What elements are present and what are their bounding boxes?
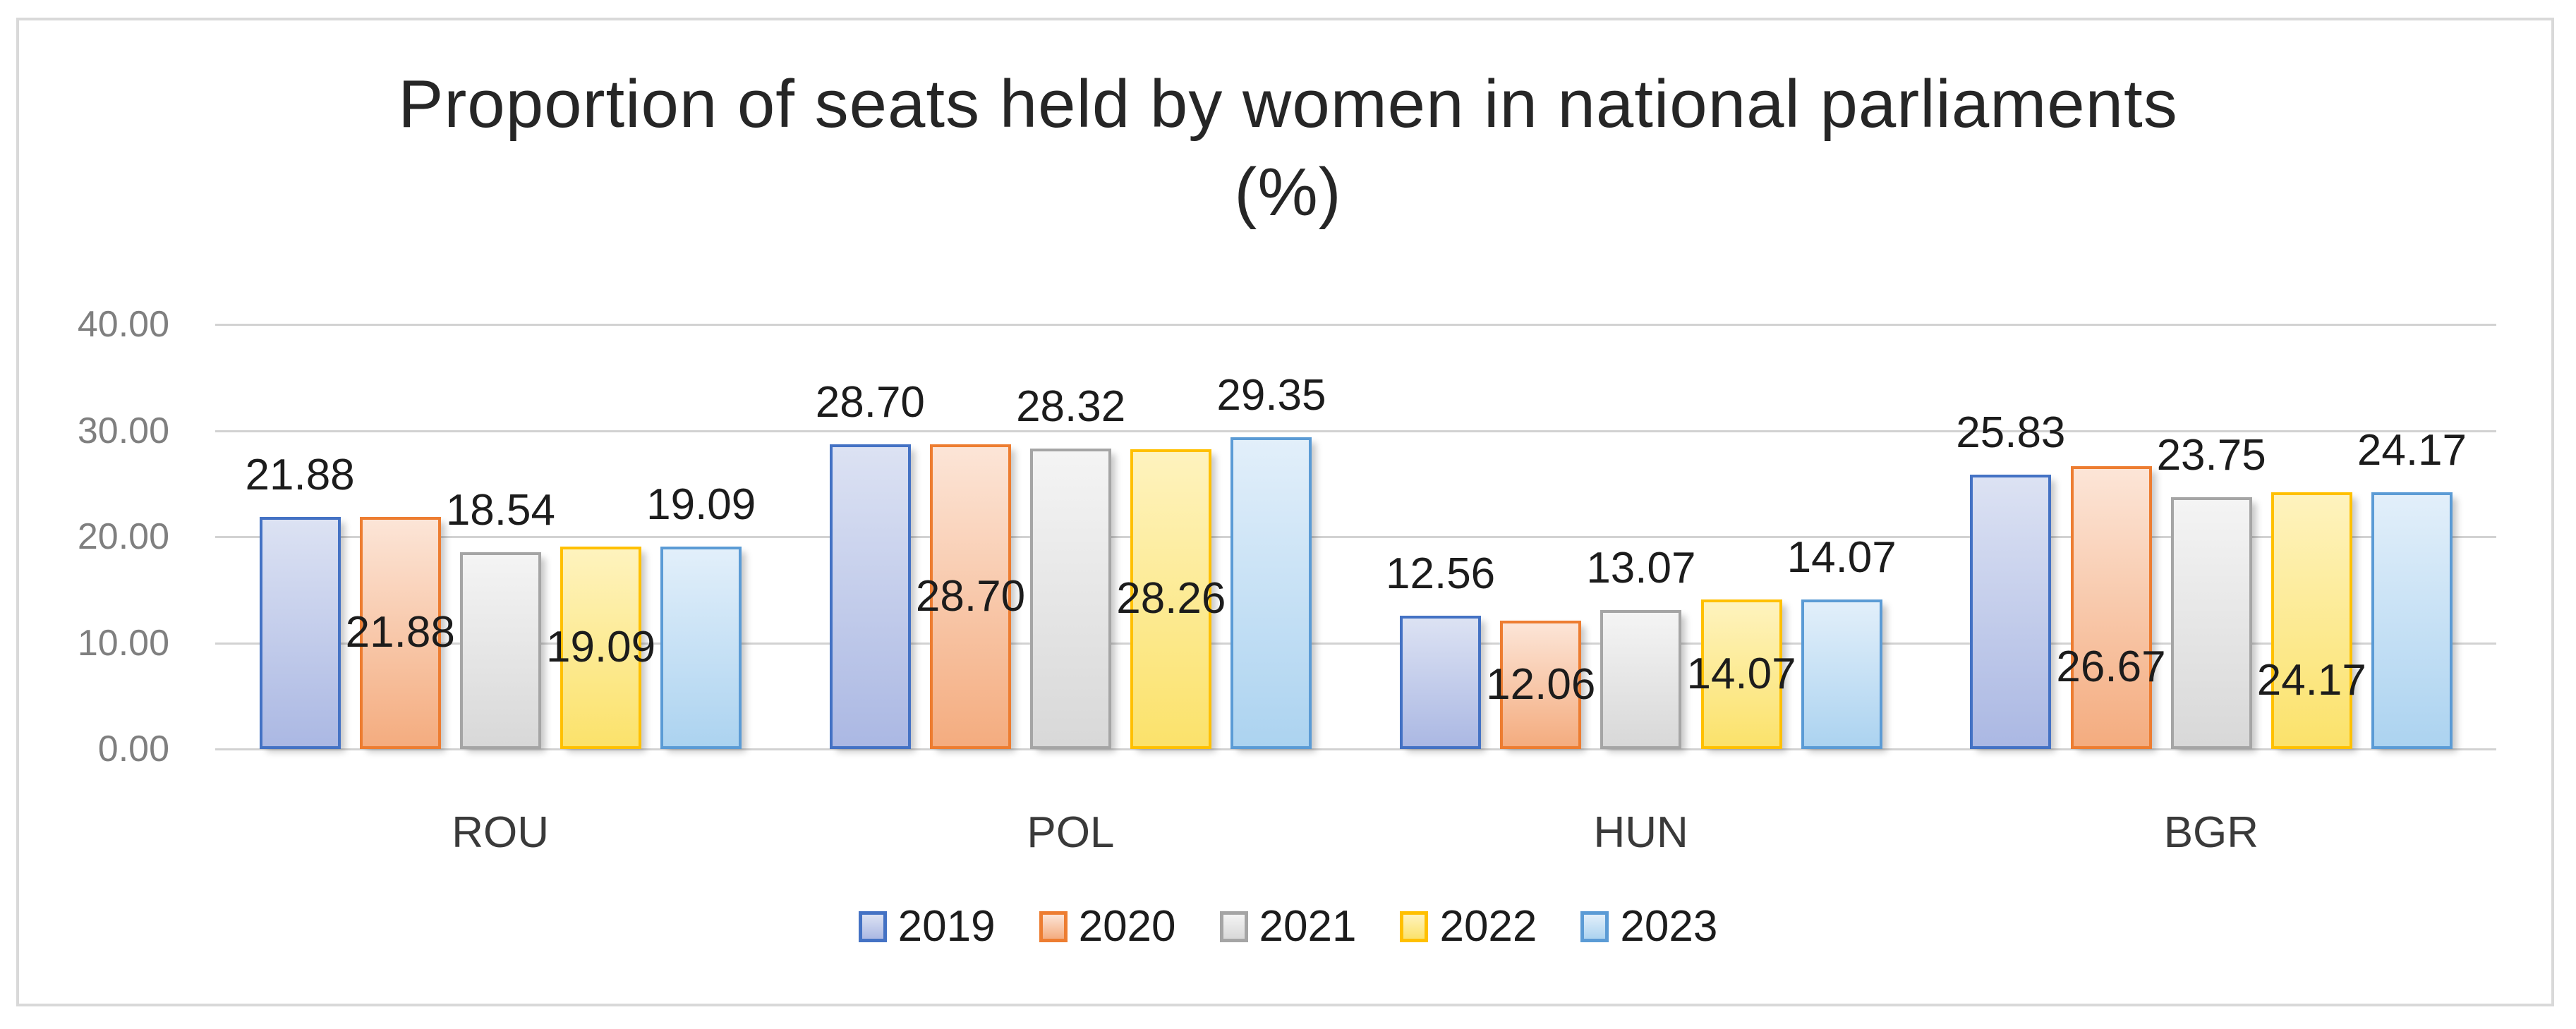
data-label-HUN-2023: 14.07 [1786, 533, 1897, 583]
legend-marker-2022-icon [1400, 911, 1429, 942]
legend-marker-2021-icon [1219, 911, 1248, 942]
legend-label-2020: 2020 [1078, 902, 1176, 951]
bar-POL-2023 [1230, 437, 1312, 749]
bar-HUN-2020 [1500, 621, 1582, 749]
gridline [215, 642, 2496, 645]
data-label-BGR-2019: 25.83 [1956, 408, 2066, 458]
legend-item-2019: 2019 [858, 902, 996, 951]
bar-POL-2019 [829, 444, 911, 749]
bar-BGR-2023 [2371, 492, 2453, 749]
legend-marker-2019-icon [858, 911, 887, 942]
data-label-BGR-2023: 24.17 [2357, 426, 2467, 475]
legend-item-2022: 2022 [1400, 905, 1537, 949]
y-axis-tick-label: 30.00 [77, 410, 169, 451]
legend-marker-2023-icon [1580, 911, 1609, 942]
bar-ROU-2019 [259, 516, 341, 749]
legend-label-2022: 2022 [1439, 902, 1537, 951]
bar-BGR-2021 [2170, 497, 2252, 749]
bar-BGR-2019 [1970, 475, 2052, 749]
chart-title: Proportion of seats held by women in nat… [0, 60, 2576, 236]
data-label-HUN-2019: 12.56 [1386, 549, 1496, 598]
data-label-ROU-2021: 18.54 [445, 485, 555, 535]
data-label-POL-2020: 28.70 [915, 572, 1026, 621]
bar-BGR-2022 [2270, 492, 2352, 749]
legend-marker-2020-icon [1039, 911, 1068, 942]
gridline [215, 430, 2496, 432]
data-label-ROU-2022: 19.09 [545, 623, 656, 672]
bar-ROU-2021 [459, 552, 541, 749]
data-label-HUN-2022: 14.07 [1686, 650, 1796, 699]
category-label-BGR: BGR [2163, 808, 2259, 857]
legend-item-2023: 2023 [1580, 905, 1717, 949]
data-label-HUN-2021: 13.07 [1586, 544, 1696, 593]
bar-HUN-2019 [1400, 615, 1482, 749]
legend-item-2020: 2020 [1039, 905, 1176, 949]
legend-label-2019: 2019 [897, 902, 996, 951]
gridline [215, 748, 2496, 750]
bar-HUN-2022 [1700, 599, 1782, 749]
chart-title-line1: Proportion of seats held by women in nat… [398, 66, 2178, 142]
bar-POL-2020 [930, 444, 1011, 749]
bar-ROU-2022 [560, 546, 642, 749]
data-label-BGR-2020: 26.67 [2056, 643, 2166, 692]
y-axis-tick-label: 20.00 [77, 516, 169, 557]
legend-label-2023: 2023 [1620, 902, 1718, 951]
data-label-BGR-2021: 23.75 [2156, 430, 2266, 480]
gridline [215, 536, 2496, 538]
data-label-ROU-2019: 21.88 [245, 450, 355, 499]
data-label-POL-2022: 28.26 [1116, 574, 1226, 623]
bar-HUN-2023 [1801, 599, 1882, 749]
data-label-POL-2021: 28.32 [1016, 382, 1126, 431]
y-axis-tick-label: 40.00 [77, 304, 169, 345]
legend-label-2021: 2021 [1259, 902, 1357, 951]
bar-POL-2021 [1030, 448, 1112, 749]
data-label-BGR-2022: 24.17 [2256, 656, 2366, 705]
data-label-HUN-2020: 12.06 [1486, 660, 1596, 710]
data-label-ROU-2023: 19.09 [646, 480, 756, 529]
category-label-HUN: HUN [1593, 808, 1688, 857]
legend-item-2021: 2021 [1219, 902, 1357, 951]
data-label-POL-2023: 29.35 [1216, 371, 1326, 420]
y-axis-tick-label: 0.00 [97, 729, 169, 769]
bar-POL-2022 [1130, 449, 1212, 749]
bar-HUN-2021 [1600, 610, 1682, 749]
bar-ROU-2020 [359, 516, 441, 749]
data-label-POL-2019: 28.70 [815, 378, 925, 427]
bar-ROU-2023 [660, 546, 742, 749]
legend: 2019 2020 2021 2022 2023 [0, 905, 2576, 949]
gridline [215, 324, 2496, 326]
category-label-ROU: ROU [452, 808, 550, 857]
category-label-POL: POL [1027, 808, 1115, 857]
y-axis-tick-label: 10.00 [77, 622, 169, 664]
data-label-ROU-2020: 21.88 [345, 608, 455, 657]
chart-title-line2: (%) [1234, 154, 1342, 230]
bar-BGR-2020 [2070, 465, 2152, 749]
